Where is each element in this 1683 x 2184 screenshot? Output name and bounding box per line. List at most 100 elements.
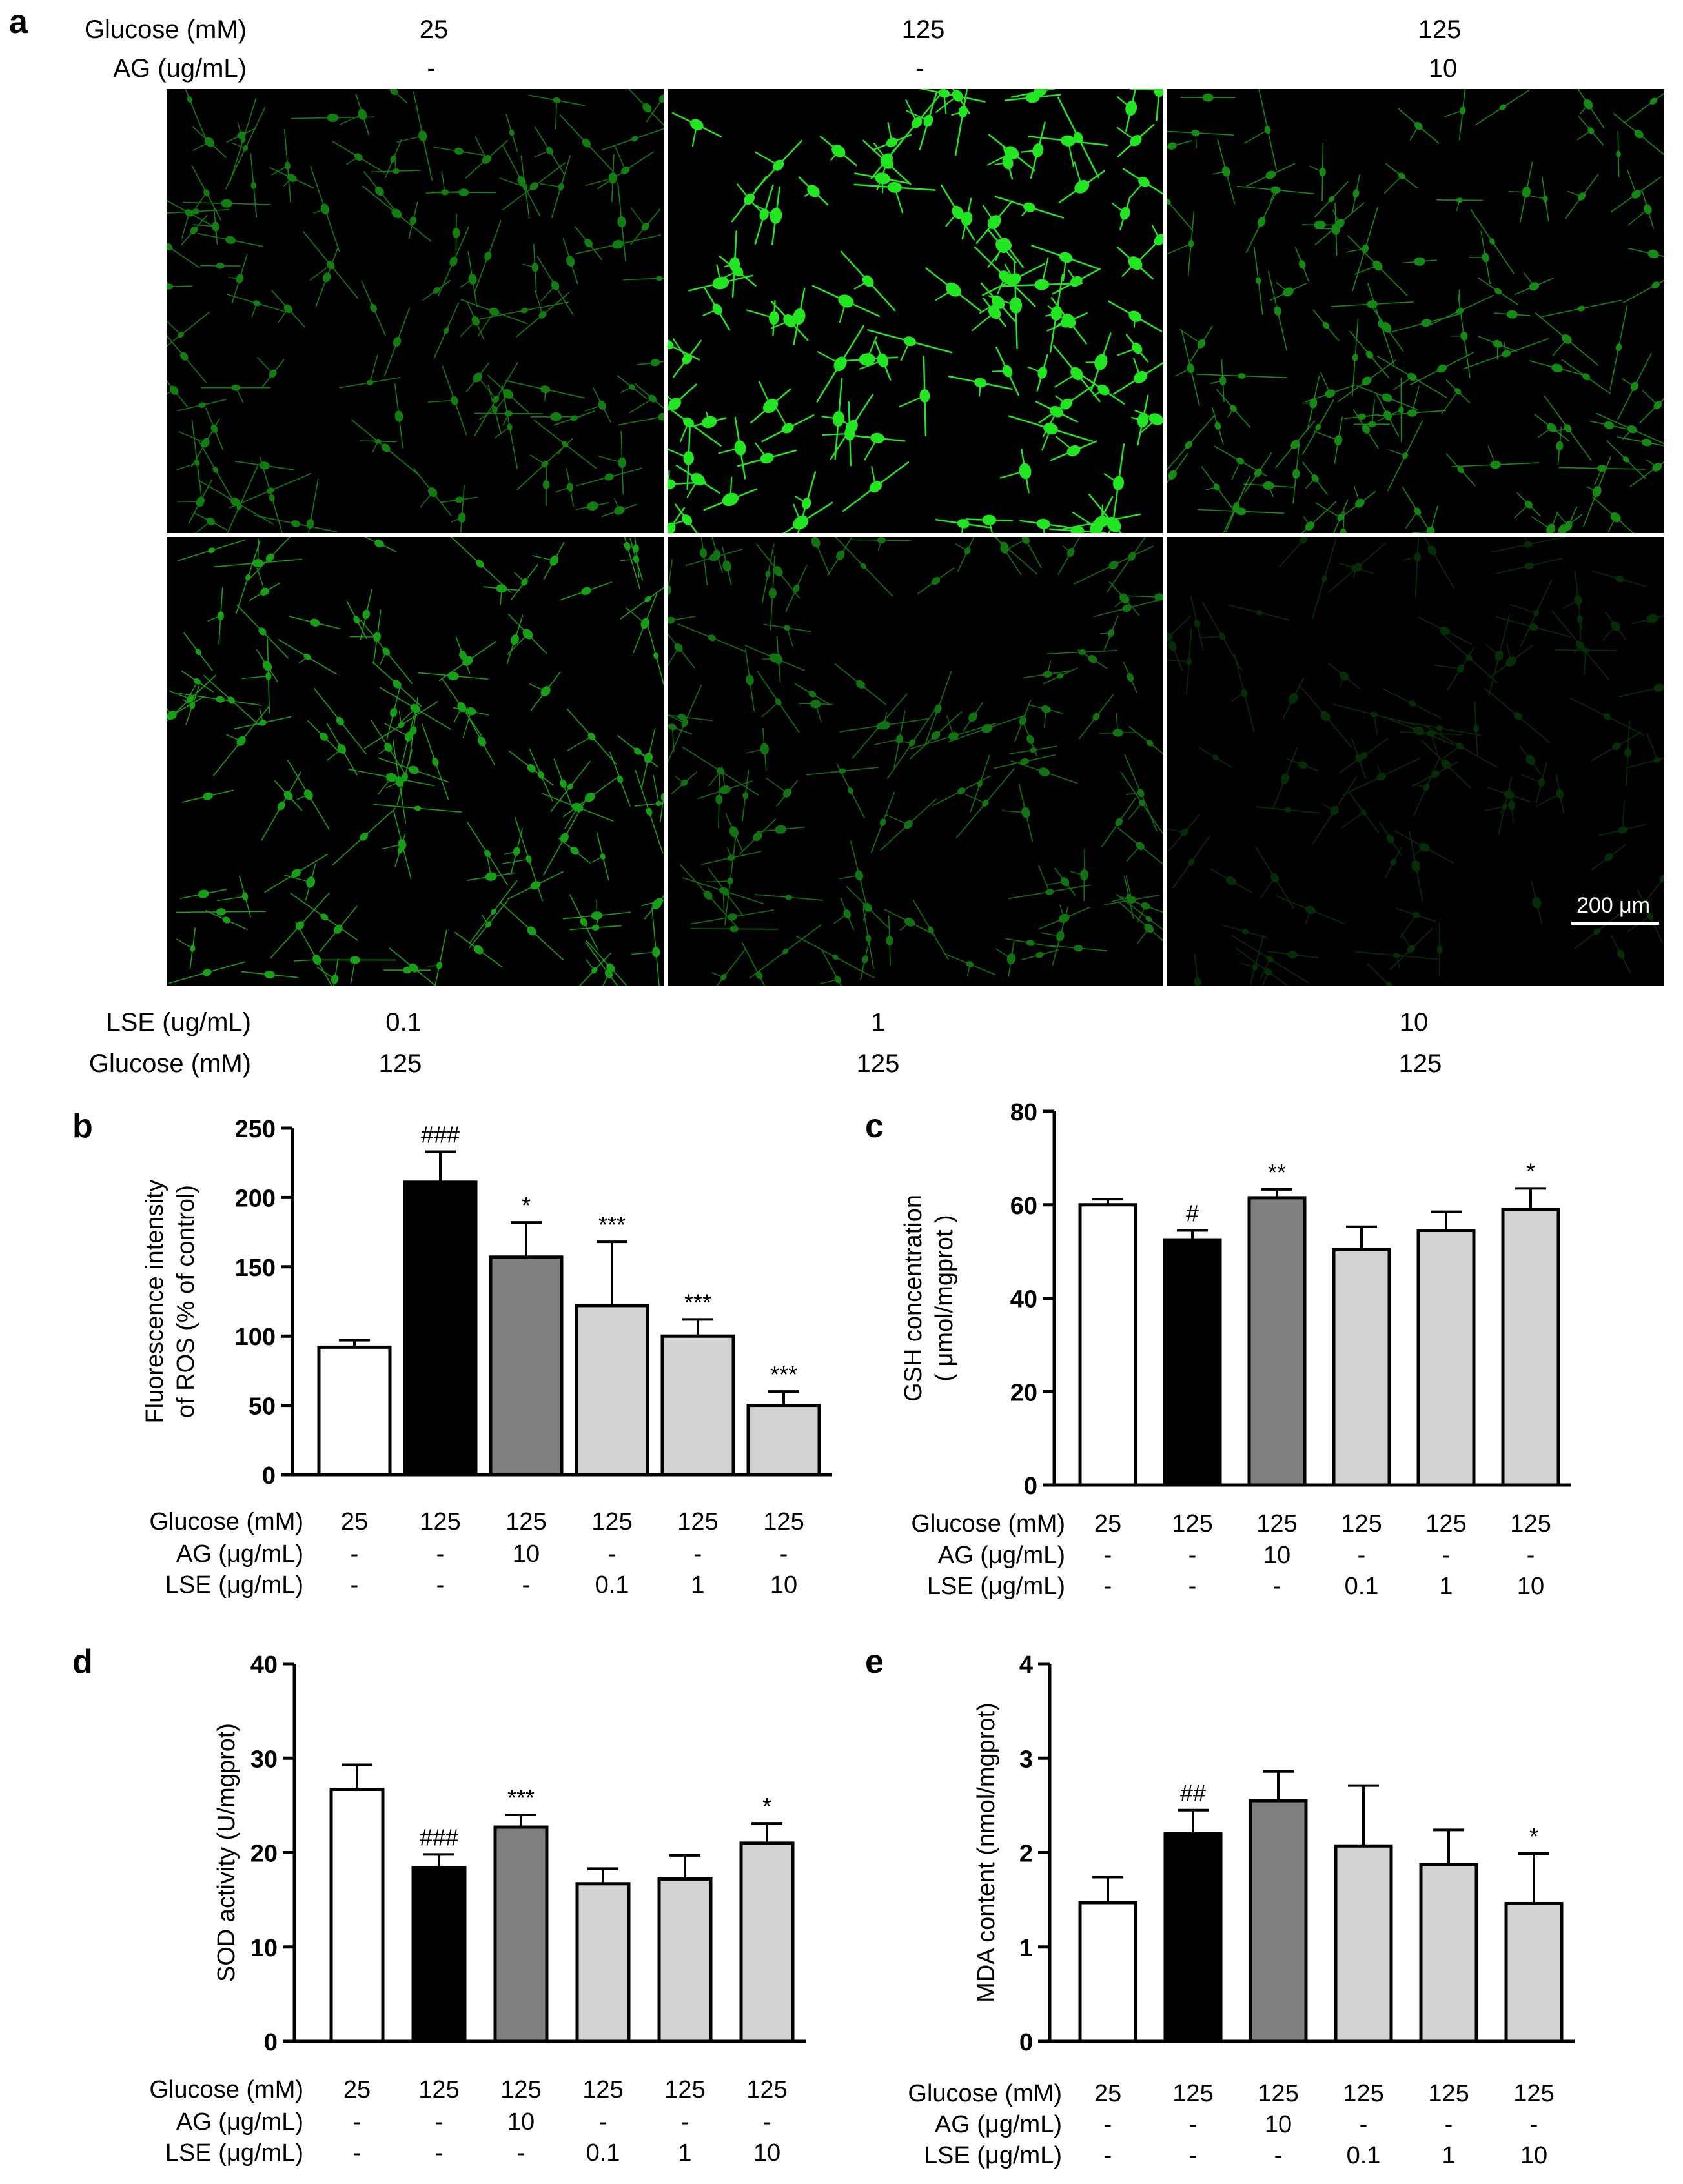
cell-body — [877, 537, 886, 544]
cell-body — [1154, 593, 1163, 601]
bottom-lse-value-2: 1 — [870, 1008, 886, 1036]
cell-body — [476, 560, 484, 568]
cell-body — [760, 743, 769, 755]
cell-process — [1355, 951, 1438, 960]
cell-body — [1529, 282, 1540, 291]
cell-body — [189, 702, 196, 709]
cell-process — [1278, 537, 1307, 568]
cell-body — [1576, 640, 1585, 650]
condition-row-label: Glucose (mM) — [908, 2080, 1062, 2107]
cell-process — [1591, 571, 1648, 587]
cell-body — [1078, 649, 1086, 655]
cell-process — [1353, 567, 1356, 579]
cell-body — [896, 734, 903, 744]
cell-body — [1407, 372, 1417, 381]
bottom-glucose-value-2: 125 — [856, 1049, 900, 1078]
cell-body — [1551, 363, 1563, 373]
cell-body — [668, 585, 672, 595]
cell-body — [1627, 425, 1637, 434]
cell-body — [455, 496, 464, 503]
cell-body — [1214, 421, 1221, 430]
condition-value: 10 — [1520, 2142, 1547, 2169]
cell-process — [1342, 757, 1421, 796]
cell-process — [1373, 714, 1378, 736]
micrograph-top-center — [668, 89, 1163, 533]
cell-process — [1339, 675, 1345, 687]
cell-body — [655, 898, 664, 905]
cell-body — [484, 251, 492, 261]
cell-body — [633, 747, 642, 755]
cell-body — [468, 274, 477, 285]
cell-process — [1591, 844, 1626, 871]
cell-body — [1587, 127, 1595, 134]
cell-body — [1351, 564, 1360, 572]
cell-body — [1036, 518, 1050, 529]
cell-body — [839, 768, 846, 774]
cell-body — [1300, 537, 1308, 544]
cell-process — [1210, 868, 1252, 893]
chart-c-gsh: c 0 20 40 60 80 GSH concentration( μmol/mgprot… — [865, 1099, 1571, 1600]
condition-row-label: AG (μg/mL) — [176, 1541, 303, 1568]
cell-process — [1244, 129, 1269, 144]
cell-body — [712, 276, 729, 290]
condition-value: 125 — [1510, 1510, 1551, 1537]
cell-body — [465, 707, 476, 716]
cell-body — [862, 275, 874, 287]
cell-process — [1328, 663, 1361, 690]
cell-process — [176, 462, 198, 470]
cell-body — [1090, 520, 1103, 533]
cell-body — [1612, 742, 1621, 751]
condition-value: - — [1188, 1542, 1197, 1569]
cell-body — [1456, 197, 1464, 203]
cell-body — [283, 304, 293, 314]
cell-process — [1332, 703, 1416, 725]
y-tick-label: 200 — [235, 1185, 276, 1212]
y-tick-label: 100 — [235, 1324, 276, 1351]
significance-label: ### — [421, 1122, 460, 1148]
cell-body — [629, 384, 636, 390]
panel-a-letter: a — [9, 3, 28, 41]
cell-body — [783, 625, 791, 631]
cell-body — [1056, 931, 1065, 942]
cell-body — [1284, 807, 1292, 813]
y-axis-label: SOD activity (U/mgprot) — [213, 1723, 240, 1982]
cell-process — [722, 890, 725, 912]
cell-body — [581, 587, 591, 595]
cell-body — [1167, 142, 1177, 150]
cell-body — [269, 494, 275, 501]
bar — [746, 1404, 821, 1477]
cell-body — [1419, 842, 1430, 852]
condition-row-label: LSE (μg/mL) — [165, 2139, 303, 2167]
condition-value: - — [436, 1572, 445, 1599]
cell-process — [1489, 645, 1533, 679]
cell-body — [848, 787, 853, 794]
cell-body — [394, 410, 403, 422]
cell-body — [473, 372, 482, 383]
cell-body — [540, 385, 551, 394]
cell-body — [1298, 761, 1307, 769]
cell-body — [991, 295, 1005, 309]
cell-body — [178, 332, 184, 338]
micrograph-bottom-right: 200 μm — [1167, 537, 1664, 986]
cell-body — [1383, 410, 1392, 421]
cell-body — [1113, 476, 1125, 490]
cell-body — [427, 487, 438, 498]
cell-body — [551, 281, 560, 290]
cell-body — [217, 611, 224, 621]
cell-body — [484, 849, 491, 858]
cell-body — [1001, 541, 1008, 549]
cell-body — [1506, 310, 1518, 319]
cell-body — [880, 156, 894, 169]
cell-body — [522, 629, 533, 640]
cell-body — [1236, 507, 1247, 516]
cell-body — [1334, 435, 1343, 446]
cell-body — [734, 440, 746, 456]
cell-process — [1535, 762, 1547, 804]
cell-process — [1405, 511, 1418, 529]
condition-row-label: LSE (μg/mL) — [924, 2142, 1062, 2169]
cell-body — [655, 801, 662, 806]
cell-body — [1631, 190, 1641, 199]
cell-body — [320, 203, 330, 215]
cell-body — [491, 405, 498, 414]
cell-body — [995, 239, 1009, 253]
